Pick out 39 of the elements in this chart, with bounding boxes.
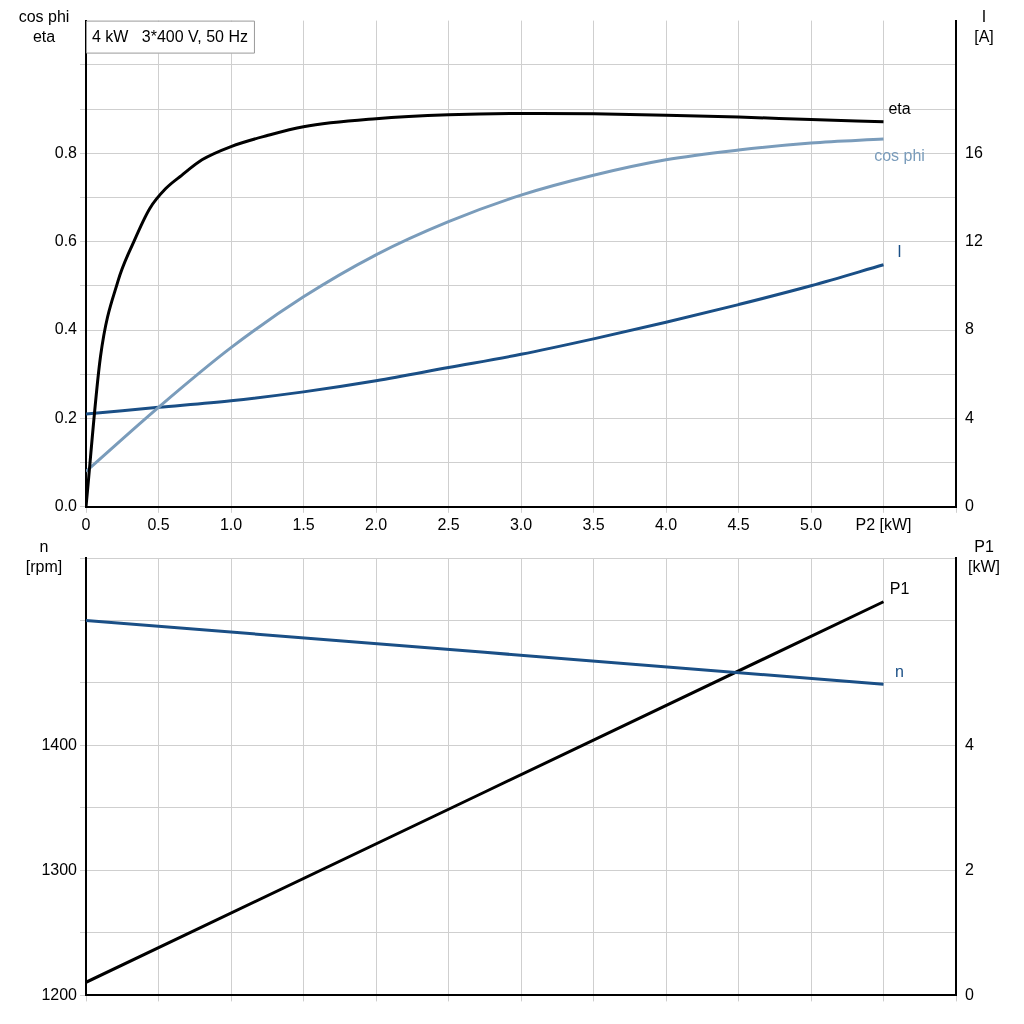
text: 3.0 [509,515,533,533]
y-axis-title: cos phi eta [18,8,70,46]
text: 1.0 [219,515,243,533]
y2-tick-label: 4 [965,408,974,426]
text: 2.0 [364,515,388,533]
x-tick-label: 0 [81,515,91,533]
y-tick-label: 1200 [41,985,78,1003]
y2-tick-label: 16 [965,143,983,161]
y2-tick-label: 8 [965,320,974,338]
y-tick-label: 1300 [41,860,78,878]
y-axis-title: n [rpm] [25,538,63,576]
x-tick-label: 0.5 [147,515,170,533]
y2-tick-label: 0 [965,985,974,1003]
y2-tick-label: 12 [965,232,983,250]
series-label: n [895,662,904,680]
text: 0.0 [54,497,77,515]
y2-axis-title: I [A] [974,8,994,46]
series-label: eta [888,100,911,118]
y-tick-label: 0.2 [54,408,78,426]
y-tick-label: 1400 [41,735,78,753]
line-series [86,263,885,416]
x-tick-label: 1.5 [292,515,315,533]
y2-tick-label: 4 [965,735,974,753]
x-tick-label: 4.5 [727,515,750,533]
x-tick-label: P2 [kW] [855,515,912,533]
y2-axis-title: P1 [kW] [968,538,1000,576]
series-label: I [897,243,902,261]
text: 5.0 [799,515,823,533]
series-label: P1 [889,580,910,598]
x-tick-label: 2.5 [437,515,460,533]
series-label: cos phi [874,147,925,165]
y-tick-label: 0.4 [54,320,78,338]
x-tick-label: 3.5 [582,515,605,533]
y-tick-label: 0.6 [54,232,78,250]
y2-tick-label: 0 [965,497,974,515]
y2-tick-label: 2 [965,860,974,878]
text: 4.0 [654,515,678,533]
y-tick-label: 0.8 [54,143,78,161]
chart-title: 4 kW 3*400 V, 50 Hz [92,28,248,46]
